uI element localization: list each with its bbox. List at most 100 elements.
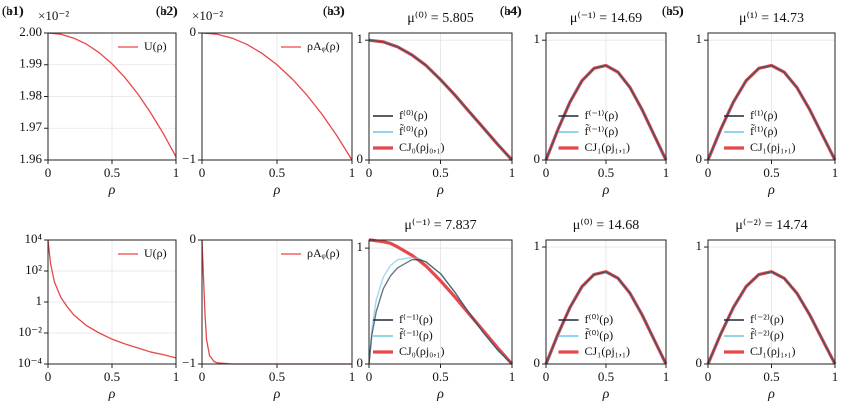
y-tick-label: 0	[357, 151, 364, 166]
chart-title: μ⁽⁻²⁾ = 14.74	[735, 218, 807, 233]
x-axis-label: ρ	[767, 387, 775, 402]
y-tick-label: 1.98	[19, 87, 42, 102]
y-tick-label: 10⁴	[24, 231, 42, 246]
legend-label: f⁽⁻¹⁾(ρ)	[585, 108, 619, 122]
x-tick-label: 0	[45, 165, 52, 180]
legend-label: f̃⁽⁻²⁾(ρ)	[750, 327, 784, 342]
axes-frame	[47, 32, 177, 161]
axes-frame	[201, 239, 353, 365]
y-tick-label: 1	[36, 293, 43, 308]
chart-title: μ⁽⁻¹⁾ = 7.837	[404, 218, 476, 233]
axes-frame	[368, 239, 513, 365]
x-tick-label: 0.5	[763, 165, 779, 180]
x-tick-label: 0	[705, 369, 712, 384]
legend-label: f̃⁽⁻¹⁾(ρ)	[399, 327, 433, 342]
legend-label: f̃⁽⁰⁾(ρ)	[399, 123, 428, 138]
x-tick-label: 0	[199, 165, 206, 180]
y-tick-label: 1	[534, 238, 541, 253]
axes-frame	[545, 32, 667, 161]
panel: 0 0.5 1 0 1 f⁽⁻²⁾(ρ)f̃⁽⁻²⁾(ρ) CJ₁(ρj₁,₁) (b5) μ⁽…	[662, 3, 838, 402]
panel-label: (b1)	[2, 3, 24, 18]
legend-label: f̃⁽¹⁾(ρ)	[750, 123, 777, 138]
panel: 0 0.5 101f⁽⁻¹⁾(ρ)f̃⁽⁻¹⁾(ρ)CJ₀(ρj₀,₁)(b3)μ⁽…	[323, 3, 515, 402]
x-axis-label: ρ	[273, 387, 281, 402]
series-line	[47, 32, 177, 158]
x-tick-label: 0	[543, 369, 550, 384]
legend-label: f̃⁽⁻¹⁾(ρ)	[585, 123, 619, 138]
x-tick-label: 1	[509, 369, 516, 384]
legend-label: CJ₁(ρj₁,₁)	[585, 140, 631, 154]
x-tick-label: 1	[349, 165, 356, 180]
series-line	[368, 39, 513, 161]
x-tick-label: 1	[173, 369, 180, 384]
x-tick-label: 0.5	[269, 369, 285, 384]
series-line	[368, 259, 513, 365]
x-tick-label: 1	[349, 369, 356, 384]
y-tick-label: 2.00	[19, 24, 42, 39]
panel-label: (b2)	[156, 3, 178, 18]
x-tick-label: 0	[366, 165, 373, 180]
panel-label: (a5)	[662, 3, 683, 18]
legend-label: CJ₁(ρj₁,₁)	[585, 344, 631, 358]
x-tick-label: 1	[173, 165, 180, 180]
legend-label: CJ₀(ρj₀,₁)	[399, 344, 445, 358]
panel: 0 0.5 1 1.96 1.97 1.98 1.99 2.00 U(ρ) (a1) ×10⁻² ρ	[2, 3, 179, 198]
x-tick-label: 0.5	[104, 165, 120, 180]
axes-frame	[545, 239, 667, 365]
y-tick-label: −1	[182, 355, 196, 370]
panel: 0 0.5 1 10⁻⁴ 10⁻² 1 10² 10⁴ U(ρ) (b1) ρ	[2, 3, 179, 402]
x-axis-label: ρ	[108, 183, 116, 198]
chart-title: μ⁽⁰⁾ = 5.805	[407, 11, 473, 26]
y-tick-label: 10⁻⁴	[18, 355, 43, 370]
y-tick-label: 1	[696, 31, 703, 46]
series-line	[47, 239, 177, 359]
legend-label: CJ₁(ρj₁,₁)	[750, 344, 796, 358]
legend-label: f⁽⁰⁾(ρ)	[585, 312, 614, 326]
y-tick-label: 0	[696, 355, 703, 370]
y-tick-label: 1	[357, 31, 364, 46]
series-line	[707, 64, 836, 161]
panel-label: (b3)	[323, 3, 345, 18]
panel-label: (b4)	[500, 3, 522, 18]
axes-frame	[201, 32, 353, 161]
axes-frame	[47, 239, 177, 365]
y-tick-label: 1.99	[19, 56, 42, 71]
x-tick-label: 0	[199, 369, 206, 384]
y-tick-label: 10⁻²	[18, 324, 42, 339]
x-tick-label: 0.5	[104, 369, 120, 384]
legend-label: f⁽¹⁾(ρ)	[750, 108, 777, 122]
y-tick-label: 10²	[25, 262, 42, 277]
x-tick-label: 0	[543, 165, 550, 180]
legend-label: CJ₁(ρj₁,₁)	[750, 140, 796, 154]
legend-label: f̃⁽⁰⁾(ρ)	[585, 327, 614, 342]
legend-label: ρAᵩ(ρ)	[307, 39, 340, 53]
chart-title: μ⁽⁰⁾ = 14.68	[573, 218, 639, 233]
panel: 0 0.5 1 0 1 f⁽⁻¹⁾(ρ)f̃⁽⁻¹⁾(ρ) CJ₁(ρj₁,₁) (a4) μ⁽…	[500, 3, 669, 198]
x-axis-label: ρ	[602, 387, 610, 402]
x-axis-label: ρ	[273, 183, 281, 198]
y-tick-label: −1	[182, 151, 196, 166]
x-tick-label: 1	[663, 369, 670, 384]
panel-label: (a4)	[500, 3, 521, 18]
y-tick-label: 1	[696, 238, 703, 253]
x-tick-label: 0	[705, 165, 712, 180]
chart-title: μ⁽⁻¹⁾ = 14.69	[570, 11, 642, 26]
x-tick-label: 0	[45, 369, 52, 384]
axes-frame	[368, 32, 513, 161]
x-tick-label: 0.5	[432, 369, 448, 384]
x-axis-label: ρ	[602, 183, 610, 198]
x-tick-label: 0.5	[269, 165, 285, 180]
x-axis-label: ρ	[767, 183, 775, 198]
y-tick-label: 0	[190, 231, 197, 246]
legend-label: f⁽⁰⁾(ρ)	[399, 108, 428, 122]
series-line	[545, 64, 667, 161]
axes-frame	[707, 239, 836, 365]
offset-text: ×10⁻²	[192, 8, 223, 23]
legend-label: ρAᵩ(ρ)	[307, 246, 340, 260]
legend-label: U(ρ)	[144, 246, 167, 260]
x-tick-label: 1	[832, 369, 839, 384]
chart-title: μ⁽¹⁾ = 14.73	[739, 11, 804, 26]
